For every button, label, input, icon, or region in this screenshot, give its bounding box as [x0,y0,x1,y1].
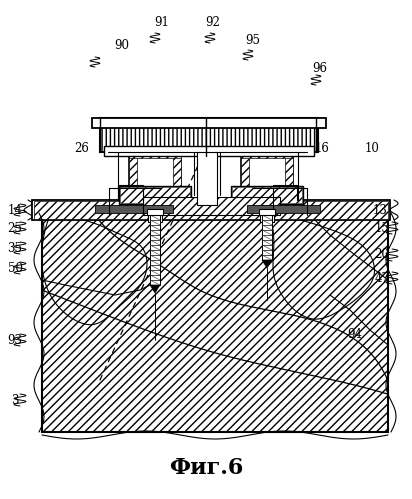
Text: 91: 91 [154,15,169,28]
Text: 47: 47 [375,271,389,284]
Text: 90: 90 [115,38,129,51]
Text: 92: 92 [206,15,220,28]
Polygon shape [100,118,318,152]
Polygon shape [104,146,314,156]
Polygon shape [129,148,181,158]
Text: 94: 94 [347,328,363,341]
Polygon shape [241,148,293,158]
Polygon shape [120,187,190,203]
Text: 13: 13 [372,204,387,217]
Text: Фиг.6: Фиг.6 [169,457,243,479]
Polygon shape [119,186,191,204]
Polygon shape [173,148,181,200]
Polygon shape [260,198,274,222]
Polygon shape [231,186,303,204]
Polygon shape [150,285,160,293]
Polygon shape [262,215,272,260]
Polygon shape [241,148,249,200]
Polygon shape [247,205,320,213]
Polygon shape [232,187,302,203]
Text: 14: 14 [7,204,22,217]
Polygon shape [150,215,160,285]
Polygon shape [129,148,181,200]
Text: 26: 26 [75,142,89,155]
Polygon shape [143,197,280,215]
Polygon shape [34,201,388,219]
Polygon shape [148,198,162,222]
Polygon shape [129,148,137,200]
Polygon shape [32,200,390,220]
Polygon shape [285,148,293,200]
Text: 15: 15 [375,222,389,235]
Text: 3: 3 [11,394,19,407]
Text: 20: 20 [375,249,389,261]
Polygon shape [92,118,326,128]
Polygon shape [259,209,275,215]
Polygon shape [262,260,272,268]
Text: 35: 35 [7,242,23,254]
Text: 96: 96 [312,61,328,74]
Text: 95: 95 [246,33,260,46]
Text: 93: 93 [7,333,23,346]
Polygon shape [197,152,217,205]
Text: 10: 10 [365,142,379,155]
Polygon shape [95,205,173,213]
Polygon shape [42,213,388,432]
Text: 25: 25 [7,222,22,235]
Text: 16: 16 [315,142,330,155]
Polygon shape [241,148,293,200]
Polygon shape [147,209,163,215]
Text: 50: 50 [7,261,23,274]
